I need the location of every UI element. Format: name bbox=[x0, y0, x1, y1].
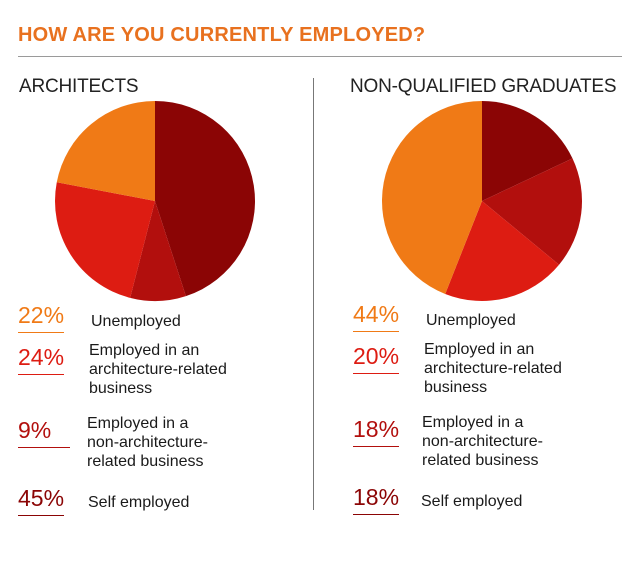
graduates-slice-arch-related bbox=[445, 201, 560, 301]
graduates-self-employed-label: Self employed bbox=[421, 493, 523, 510]
graduates-non-arch-related-percent: 18% bbox=[353, 416, 400, 447]
graduates-unemployed-label: Unemployed bbox=[426, 312, 516, 329]
graduates-slice-non-arch-related bbox=[482, 158, 582, 265]
architects-self-employed-label: Self employed bbox=[88, 494, 190, 511]
architects-self-employed-percent: 45% bbox=[18, 485, 65, 516]
architects-pie-chart bbox=[55, 101, 255, 301]
architects-unemployed-label: Unemployed bbox=[91, 313, 181, 330]
architects-arch-related-percent: 24% bbox=[18, 344, 65, 375]
architects-slice-self-employed bbox=[155, 101, 255, 297]
graduates-slice-unemployed bbox=[382, 101, 482, 294]
architects-panel-title: ARCHITECTS bbox=[19, 76, 139, 97]
architects-slice-unemployed bbox=[56, 101, 156, 201]
architects-arch-related-label: Employed in an architecture-related busi… bbox=[89, 342, 227, 397]
graduates-arch-related-label: Employed in an architecture-related busi… bbox=[424, 341, 562, 396]
title-rule bbox=[18, 56, 622, 57]
chart-title: HOW ARE YOU CURRENTLY EMPLOYED? bbox=[18, 24, 426, 46]
architects-unemployed-percent: 22% bbox=[18, 302, 65, 333]
panel-divider bbox=[313, 78, 314, 510]
graduates-unemployed-percent: 44% bbox=[353, 301, 400, 332]
graduates-panel-title: NON-QUALIFIED GRADUATES bbox=[350, 76, 617, 97]
graduates-slice-self-employed bbox=[482, 101, 573, 201]
architects-non-arch-related-label: Employed in a non-architecture- related … bbox=[87, 415, 208, 470]
graduates-self-employed-percent: 18% bbox=[353, 484, 400, 515]
graduates-pie-chart bbox=[382, 101, 582, 301]
architects-slice-non-arch-related bbox=[130, 201, 186, 301]
architects-slice-arch-related bbox=[55, 182, 156, 298]
architects-non-arch-related-percent: 9% bbox=[18, 417, 70, 448]
graduates-non-arch-related-label: Employed in a non-architecture- related … bbox=[422, 414, 543, 469]
graduates-arch-related-percent: 20% bbox=[353, 343, 400, 374]
